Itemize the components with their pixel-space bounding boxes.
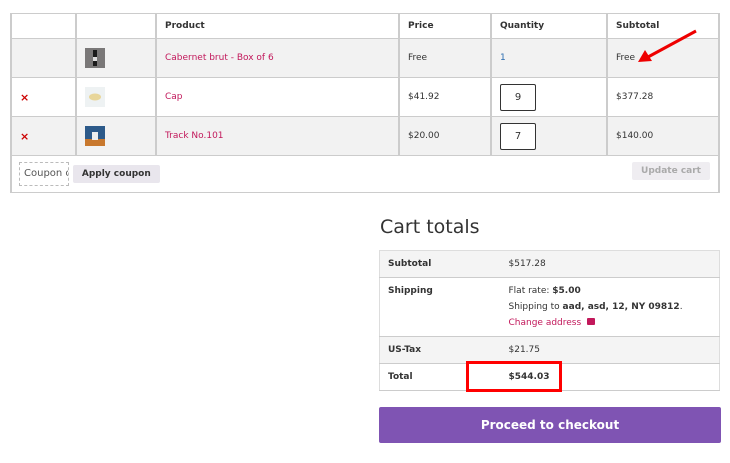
album-thumbnail[interactable] (85, 126, 105, 146)
cart-actions-row: Coupon code Apply coupon Update cart (10, 155, 720, 193)
total-label: Total (379, 363, 499, 391)
total-row: Total $544.03 (379, 363, 720, 391)
table-row: Cabernet brut - Box of 6 Free 1 Free (10, 38, 720, 78)
price: $41.92 (398, 77, 492, 117)
coupon-input[interactable]: Coupon code (19, 162, 69, 186)
cart-totals-table: Subtotal $517.28 Shipping Flat rate: $5.0… (379, 250, 720, 391)
cap-thumbnail[interactable] (85, 87, 105, 107)
quantity-input[interactable]: 9 (500, 83, 536, 111)
product-link[interactable]: Cap (165, 92, 183, 102)
change-address-link[interactable]: Change address (509, 318, 596, 328)
shipping-to-label: Shipping to (508, 302, 560, 312)
total-value: $544.03 (508, 372, 550, 382)
header-remove (10, 13, 77, 39)
tax-value: $21.75 (498, 336, 720, 364)
total-highlight-box (466, 361, 562, 392)
subtotal-value: $517.28 (498, 250, 720, 278)
header-price: Price (398, 13, 492, 39)
header-product: Product (155, 13, 400, 39)
subtotal-label: Subtotal (379, 250, 499, 278)
apply-coupon-button[interactable]: Apply coupon (72, 165, 160, 183)
subtotal: $377.28 (606, 77, 720, 117)
price: Free (398, 38, 492, 78)
header-thumbnail (75, 13, 157, 39)
truck-icon (587, 318, 596, 325)
cart-table: Product Price Quantity Subtotal Cabernet… (10, 13, 720, 193)
annotation-arrow-icon (638, 29, 697, 62)
table-row: × Cap $41.92 9 $377.28 (10, 77, 720, 117)
proceed-to-checkout-button[interactable]: Proceed to checkout (379, 407, 721, 443)
change-address-label: Change address (508, 318, 582, 328)
price: $20.00 (398, 116, 492, 156)
wine-bottle-thumbnail[interactable] (85, 48, 105, 68)
remove-item-icon[interactable]: × (20, 90, 30, 104)
shipping-row: Shipping Flat rate: $5.00 Shipping to aa… (379, 277, 720, 337)
quantity-input[interactable]: 7 (500, 122, 536, 150)
flat-rate-value: $5.00 (552, 286, 581, 296)
subtotal: $140.00 (606, 116, 720, 156)
subtotal-row: Subtotal $517.28 (379, 250, 720, 278)
cart-header-row: Product Price Quantity Subtotal (10, 13, 720, 39)
quantity-value: 1 (500, 53, 506, 63)
shipping-label: Shipping (379, 277, 499, 337)
product-link[interactable]: Track No.101 (165, 131, 224, 141)
shipping-address: aad, asd, 12, NY 09812 (562, 302, 680, 312)
tax-row: US-Tax $21.75 (379, 336, 720, 364)
tax-label: US-Tax (379, 336, 499, 364)
flat-rate-label: Flat rate: (508, 286, 550, 296)
header-quantity: Quantity (490, 13, 608, 39)
remove-item-icon[interactable]: × (20, 129, 30, 143)
remove-cell (10, 38, 77, 78)
cart-totals-title: Cart totals (380, 216, 480, 238)
table-row: × Track No.101 $20.00 7 $140.00 (10, 116, 720, 156)
update-cart-button[interactable]: Update cart (632, 162, 710, 180)
subtotal: Free (606, 38, 720, 78)
product-link[interactable]: Cabernet brut - Box of 6 (165, 53, 274, 63)
